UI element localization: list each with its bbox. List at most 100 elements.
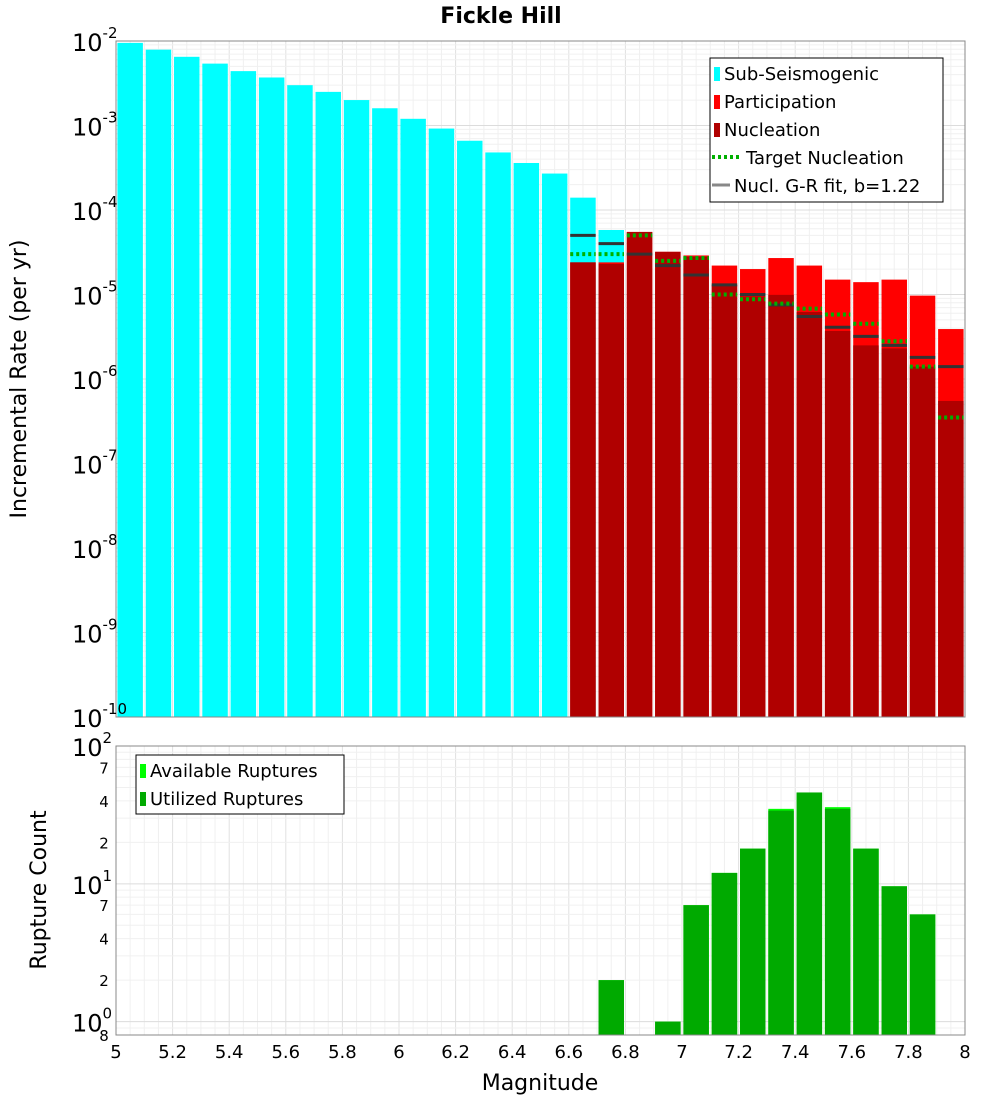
x-tick-label: 7.8 (894, 1042, 923, 1063)
top-legend-box (709, 57, 944, 203)
bar-utilized-ruptures (683, 905, 709, 1035)
top-bars (117, 42, 964, 718)
bar-nucleation (683, 256, 709, 717)
bar-sub-seismogenic (400, 118, 426, 717)
bar-utilized-ruptures (824, 808, 851, 1035)
bar-nucleation (881, 348, 907, 717)
top-y-tick-label: 10-9 (72, 616, 118, 649)
bottom-x-ticks: 5 5.2 5.4 5.6 5.8 6 6.2 6.4 6.6 6.8 7 7.2 7.4 7.6 7.8 8 (110, 1042, 970, 1063)
bar-utilized-ruptures (598, 980, 624, 1035)
bar-utilized-ruptures (796, 792, 823, 1035)
bar-sub-seismogenic (485, 152, 511, 717)
top-grid (115, 41, 966, 718)
legend-label-utilized: Utilized Ruptures (150, 789, 303, 810)
top-y-tick-label: 10-3 (72, 109, 118, 142)
legend-swatch-available (140, 764, 146, 778)
bar-utilized-ruptures (881, 886, 907, 1035)
bar-nucleation (853, 345, 879, 717)
x-tick-label: 6.2 (441, 1042, 470, 1063)
legend-swatch-participation (714, 95, 720, 109)
bar-utilized-ruptures (909, 914, 936, 1035)
top-y-tick-label: 10-8 (72, 531, 118, 564)
bar-sub-seismogenic (541, 173, 568, 718)
bar-nucleation (626, 231, 653, 718)
bottom-legend-box (135, 754, 345, 815)
legend-label-sub-seismogenic: Sub-Seismogenic (724, 64, 879, 85)
bottom-y-tick-label: 101 (72, 867, 112, 900)
bar-sub-seismogenic (258, 77, 285, 718)
bar-sub-seismogenic (174, 56, 200, 717)
x-tick-label: 5 (110, 1042, 121, 1063)
x-tick-label: 8 (959, 1042, 970, 1063)
x-axis-label: Magnitude (482, 1071, 599, 1096)
bar-nucleation (938, 400, 964, 717)
bar-sub-seismogenic (315, 91, 341, 717)
legend-swatch-nucleation (714, 123, 720, 137)
bottom-bars (598, 792, 936, 1035)
bottom-y-minor-tick-label: 7 (99, 897, 109, 915)
top-y-tick-label: 10-6 (72, 362, 118, 395)
x-tick-label: 7.2 (724, 1042, 753, 1063)
bar-sub-seismogenic (202, 63, 228, 717)
bar-utilized-ruptures (768, 810, 794, 1035)
top-y-tick-label: 10-4 (72, 193, 118, 226)
x-tick-label: 7 (676, 1042, 687, 1063)
bottom-y-minor-tick-label: 2 (99, 834, 109, 852)
top-legend: Sub-Seismogenic Participation Nucleation… (709, 57, 944, 203)
bar-sub-seismogenic (457, 140, 483, 717)
bottom-y-axis-label: Rupture Count (27, 810, 52, 970)
top-y-tick-label: 10-2 (72, 24, 118, 57)
bar-nucleation (740, 296, 766, 717)
legend-swatch-sub-seismogenic (714, 67, 720, 81)
x-tick-label: 6.6 (554, 1042, 583, 1063)
bar-utilized-ruptures (740, 848, 766, 1035)
bottom-y-minor-tick-label: 8 (99, 1027, 109, 1045)
x-tick-label: 7.6 (837, 1042, 866, 1063)
x-tick-label: 5.6 (271, 1042, 300, 1063)
bar-utilized-ruptures (711, 872, 738, 1035)
bottom-legend: Available Ruptures Utilized Ruptures (135, 754, 345, 815)
chart-title: Fickle Hill (440, 4, 561, 29)
bottom-panel: 100 101 102 8 2 4 7 2 4 7 5 5.2 5.4 5.6 5.8 6 6.2 6.4 6.6… (27, 729, 971, 1096)
x-tick-label: 6.4 (498, 1042, 527, 1063)
x-tick-label: 6.8 (611, 1042, 640, 1063)
bottom-y-ticks: 100 101 102 8 2 4 7 2 4 7 (72, 729, 112, 1045)
bar-nucleation (796, 312, 823, 717)
legend-label-gr-fit: Nucl. G-R fit, b=1.22 (734, 176, 920, 197)
top-y-axis-label: Incremental Rate (per yr) (7, 240, 32, 519)
legend-label-participation: Participation (724, 92, 836, 113)
top-y-tick-label: 10-10 (72, 700, 127, 733)
bar-nucleation (909, 366, 936, 717)
top-lines (570, 233, 964, 420)
x-tick-label: 5.4 (215, 1042, 244, 1063)
top-y-tick-label: 10-5 (72, 278, 118, 311)
bottom-plot-frame (115, 745, 966, 1036)
x-tick-label: 5.2 (158, 1042, 187, 1063)
legend-label-nucleation: Nucleation (724, 120, 820, 141)
top-y-ticks: 10-2 10-3 10-4 10-5 10-6 10-7 10-8 10-9 10-10 (72, 24, 127, 733)
bar-sub-seismogenic (372, 108, 398, 718)
bottom-y-minor-tick-label: 2 (99, 972, 109, 990)
bar-sub-seismogenic (145, 49, 172, 717)
legend-swatch-utilized (140, 792, 146, 806)
bar-nucleation (824, 330, 851, 717)
bar-sub-seismogenic (230, 71, 257, 718)
bar-sub-seismogenic (287, 85, 313, 718)
bar-sub-seismogenic (428, 128, 455, 717)
bar-nucleation (598, 263, 624, 717)
bar-sub-seismogenic (117, 42, 143, 718)
bar-sub-seismogenic (513, 162, 540, 717)
top-plot-frame (115, 40, 966, 718)
x-tick-label: 6 (393, 1042, 404, 1063)
legend-label-available: Available Ruptures (150, 761, 318, 782)
bar-nucleation (711, 284, 738, 717)
bar-sub-seismogenic (343, 100, 370, 717)
bottom-y-minor-tick-label: 7 (99, 759, 109, 777)
bottom-y-tick-label: 100 (72, 1005, 112, 1038)
bottom-y-minor-tick-label: 4 (99, 931, 109, 949)
x-tick-label: 7.4 (781, 1042, 810, 1063)
bottom-y-minor-tick-label: 4 (99, 793, 109, 811)
top-y-tick-label: 10-7 (72, 447, 118, 480)
bar-nucleation (570, 262, 596, 717)
